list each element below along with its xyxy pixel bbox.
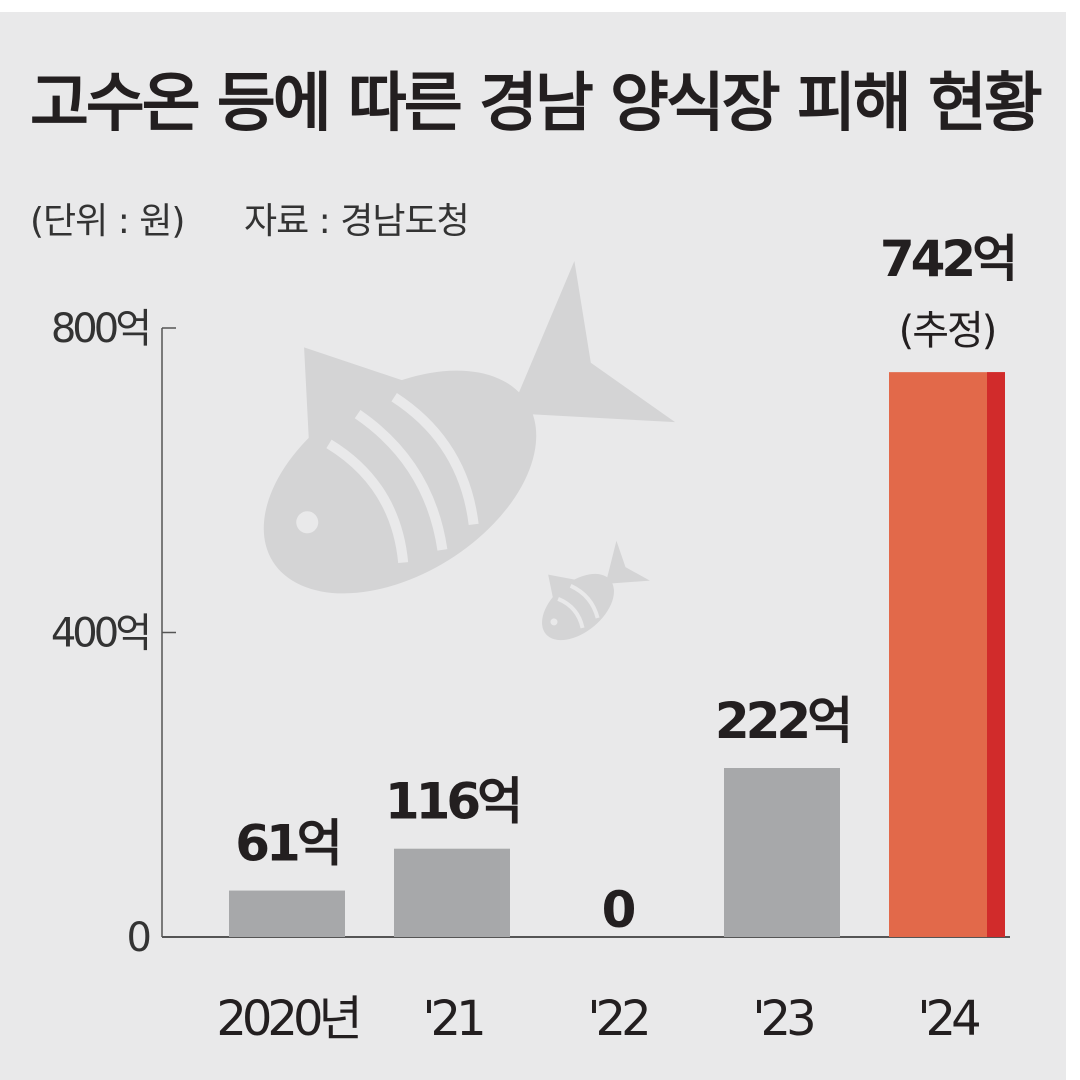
data-label: 0 [602,881,635,939]
data-note: (추정) [899,308,996,354]
data-label: 742억 [880,230,1014,288]
data-label: 116억 [385,773,519,831]
bar-edge [987,372,1005,938]
chart-bars [229,372,1005,938]
source-label: 자료 : 경남도청 [244,201,470,242]
fish-icon [263,261,676,594]
chart-axes: 0 400억 800억 [51,306,1010,961]
bar [889,372,1005,938]
x-tick-label: '22 [587,991,647,1047]
data-label: 222억 [715,692,849,750]
data-label: 61억 [235,815,339,873]
x-tick-label: '24 [917,991,979,1047]
y-tick-label: 0 [127,915,150,961]
x-tick-label: 2020년 [216,991,358,1047]
x-tick-label: '21 [422,991,483,1047]
chart-card: 고수온 등에 따른 경남 양식장 피해 현황 (단위 : 원) 자료 : 경남도… [0,12,1066,1080]
small-fish-icon [542,540,650,641]
chart-labels: 61억 2020년 116억 '21 0 '22 222억 '23 (추정) 742억 '24 [216,230,1018,1047]
x-tick-label: '23 [752,991,813,1047]
bar [724,768,840,937]
fish-decoration [263,261,676,641]
y-tick-label: 800억 [51,306,148,352]
bar-chart: 0 400억 800억 61억 2020년 116억 '21 0 '22 222억 '23 (추정)… [51,230,1018,1047]
bar [229,890,345,937]
chart-title: 고수온 등에 따른 경남 양식장 피해 현황 [30,67,1043,141]
unit-label: (단위 : 원) [30,201,185,242]
y-tick-label: 400억 [51,611,148,657]
bar [394,848,510,937]
